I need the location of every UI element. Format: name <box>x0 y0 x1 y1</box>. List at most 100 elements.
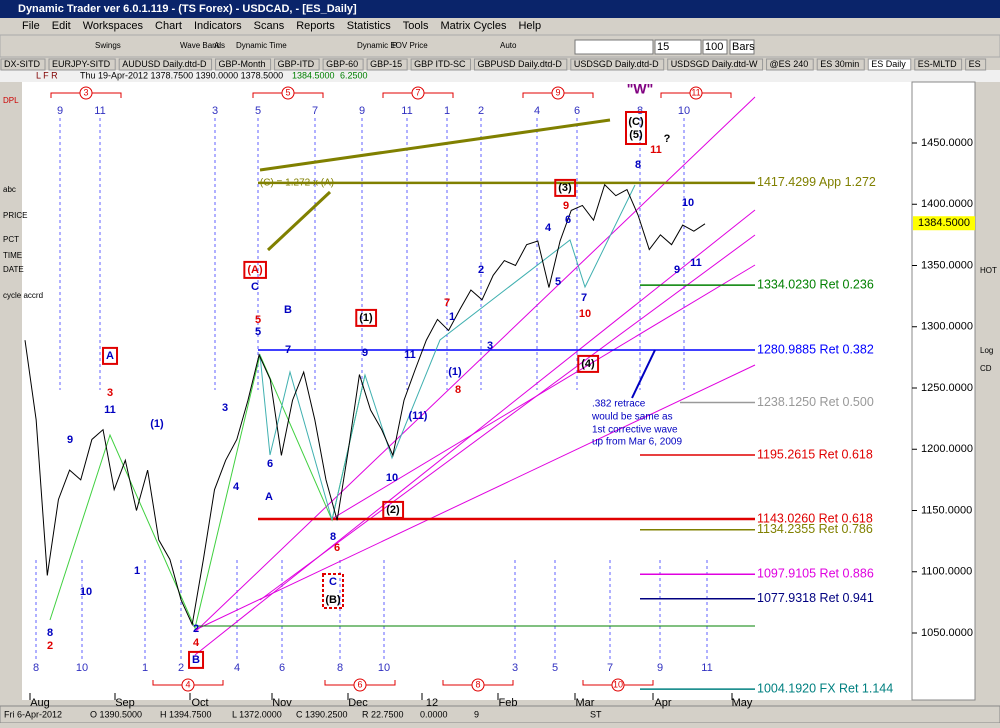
tab[interactable] <box>274 58 320 71</box>
cycle-label: 2 <box>478 105 484 117</box>
note: up from Mar 6, 2009 <box>592 437 682 448</box>
menu-item[interactable]: Matrix Cycles <box>440 20 507 32</box>
left-tool[interactable]: DATE <box>3 265 24 274</box>
tab-label[interactable]: ES-MLTD <box>918 59 957 69</box>
cycle-label: 7 <box>312 105 318 117</box>
wave-box <box>102 346 119 365</box>
tab[interactable] <box>366 58 408 71</box>
wave-label: 1 <box>134 565 140 577</box>
tab[interactable] <box>914 58 963 71</box>
left-tool[interactable]: cycle accrd <box>3 291 43 300</box>
tab[interactable] <box>215 58 272 71</box>
cycle-circle <box>181 678 195 692</box>
channel-line <box>259 234 756 601</box>
menu-item[interactable]: Reports <box>296 20 335 32</box>
tab-label[interactable]: @ES 240 <box>770 59 809 69</box>
wave-label: 8 <box>455 384 461 396</box>
wave-label: 4 <box>233 481 240 493</box>
wave-box <box>382 500 405 519</box>
symbol-box[interactable] <box>574 39 654 55</box>
tab[interactable] <box>570 58 665 71</box>
current-price-label: 1384.5000 <box>918 217 970 229</box>
tab[interactable] <box>118 58 213 71</box>
menu-item[interactable]: Statistics <box>347 20 392 32</box>
tab-label[interactable]: GBPUSD Daily.dtd-D <box>477 59 562 69</box>
tab-label[interactable]: GBP-Month <box>219 59 266 69</box>
tab[interactable] <box>0 58 46 71</box>
menu-item[interactable]: Workspaces <box>83 20 144 32</box>
right-tool[interactable]: Log <box>980 346 993 355</box>
note: 1st corrective wave <box>592 425 678 436</box>
menu-item[interactable]: Tools <box>403 20 429 32</box>
cycle-label: 11 <box>701 662 712 674</box>
menu-item[interactable]: Chart <box>155 20 182 32</box>
left-tool[interactable]: PCT <box>3 235 19 244</box>
right-tool[interactable]: HOT <box>980 266 997 275</box>
menu-item[interactable]: Indicators <box>194 20 242 32</box>
toolbar-label[interactable]: Wave Bands <box>180 41 225 50</box>
toolbar-label[interactable]: Dynamic Time <box>236 41 287 50</box>
wave-label: (3) <box>558 182 572 194</box>
tab-label[interactable]: ES Daily <box>871 59 906 69</box>
cycle-label: 1 <box>142 662 148 674</box>
status-field: L 1372.0000 <box>232 709 282 719</box>
tab-label[interactable]: AUDUSD Daily.dtd-D <box>122 59 207 69</box>
tab-label[interactable]: GBP-60 <box>326 59 358 69</box>
price-tick-label: 1400.0000 <box>921 198 973 210</box>
wave-label: (2) <box>386 504 400 516</box>
tab-label[interactable]: EURJPY-SITD <box>52 59 111 69</box>
tab[interactable] <box>410 58 471 71</box>
channel-line <box>194 364 756 631</box>
tab-label[interactable]: ES 30min <box>820 59 859 69</box>
level-label: 1280.9885 Ret 0.382 <box>757 342 874 356</box>
tab[interactable] <box>322 58 364 71</box>
toolbar-label[interactable]: Auto <box>500 41 517 50</box>
toolbar-field[interactable] <box>702 39 728 55</box>
price-line <box>24 183 706 627</box>
tab-label[interactable]: USDSGD Daily.dtd-W <box>671 59 758 69</box>
tab[interactable] <box>766 58 814 71</box>
menu-item[interactable]: File <box>22 20 40 32</box>
menu-item[interactable]: Edit <box>52 20 71 32</box>
wave-label: A <box>106 350 114 362</box>
wave-label: 9 <box>563 200 569 212</box>
left-tool[interactable]: PRICE <box>3 211 27 220</box>
wave-box <box>322 573 344 609</box>
tab[interactable] <box>473 58 568 71</box>
wave-label: 5 <box>555 276 561 288</box>
tab[interactable] <box>867 58 912 71</box>
tab[interactable] <box>667 58 764 71</box>
tab-label[interactable]: GBP-15 <box>370 59 402 69</box>
left-tool[interactable]: TIME <box>3 251 22 260</box>
menu-item[interactable]: Help <box>518 20 541 32</box>
wave-label: 4 <box>545 222 552 234</box>
left-tool[interactable]: abc <box>3 185 16 194</box>
wave-label: 9 <box>362 347 368 359</box>
tab[interactable] <box>48 58 116 71</box>
toolbar-label[interactable]: Swings <box>95 41 121 50</box>
right-tool[interactable]: CD <box>980 364 992 373</box>
tab-label[interactable]: ES <box>969 59 981 69</box>
toolbar-field[interactable] <box>729 39 755 55</box>
tab-label[interactable]: DX-SITD <box>4 59 41 69</box>
tab[interactable] <box>816 58 865 71</box>
cycle-label: 7 <box>607 662 613 674</box>
left-tool[interactable]: DPL <box>3 96 19 105</box>
header-bar: Thu 19-Apr-2012 1378.7500 1390.0000 1378… <box>80 70 283 80</box>
wave-label: 11 <box>690 257 702 269</box>
toolbar-field-text: 100 <box>705 41 723 53</box>
wave-label: (5) <box>629 129 643 141</box>
toolbar-field[interactable] <box>654 39 702 55</box>
wave-label: 8 <box>47 627 53 639</box>
toolbar-label[interactable]: Dynamic EOV Price <box>357 41 428 50</box>
toolbar-label[interactable]: P <box>392 41 397 50</box>
month-label: Nov <box>272 697 292 709</box>
tab-label[interactable]: GBP ITD-SC <box>414 59 466 69</box>
toolbar-label[interactable]: A <box>214 41 220 50</box>
tab-label[interactable]: USDSGD Daily.dtd-D <box>574 59 659 69</box>
price-tick-label: 1450.0000 <box>921 137 973 149</box>
menu-item[interactable]: Scans <box>254 20 285 32</box>
tab-label[interactable]: GBP-ITD <box>278 59 315 69</box>
tab[interactable] <box>965 58 987 71</box>
cycle-label: 3 <box>512 662 518 674</box>
